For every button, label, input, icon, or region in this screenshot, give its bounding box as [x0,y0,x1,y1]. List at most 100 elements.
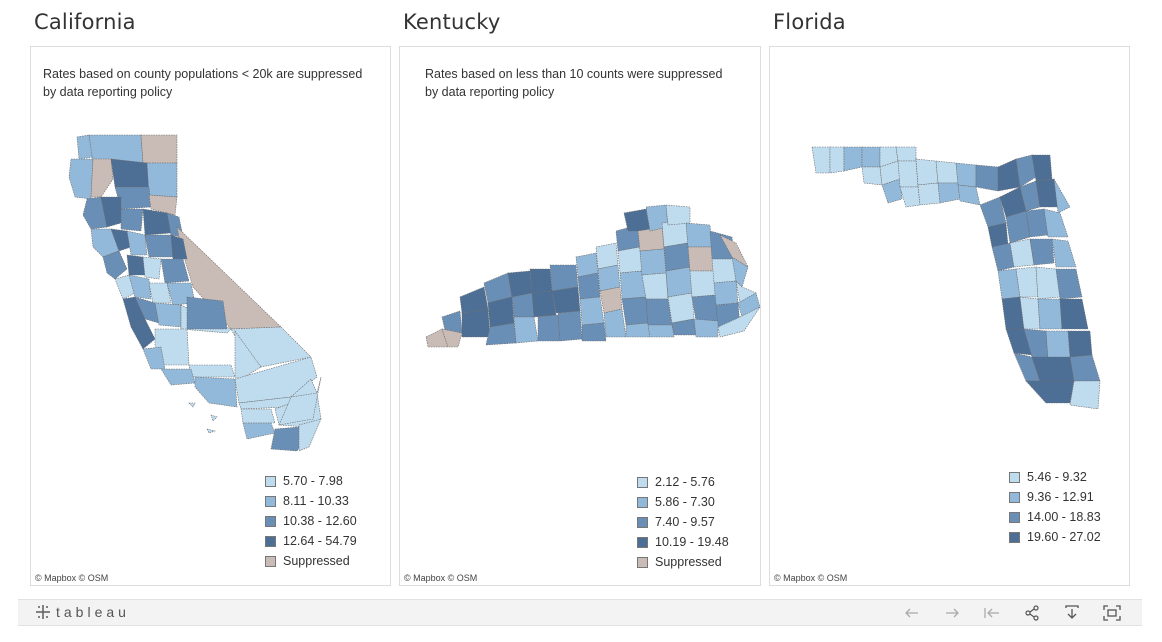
legend-item[interactable]: 10.19 - 19.48 [637,532,729,552]
county [507,270,533,298]
tableau-logo[interactable]: tableau [34,603,130,621]
legend-item[interactable]: Suppressed [265,551,357,571]
legend-item[interactable]: 14.00 - 18.83 [1009,507,1101,527]
county [691,294,719,322]
legend-item[interactable]: 10.38 - 12.60 [265,511,357,531]
county [160,368,196,386]
county [128,274,152,300]
county [126,254,146,276]
legend-item[interactable]: 19.60 - 27.02 [1009,527,1101,547]
county [579,296,605,326]
county [513,316,539,344]
county [242,422,276,440]
county [935,160,959,184]
county [102,250,128,280]
legend-swatch [265,555,276,567]
county [879,160,901,186]
county [621,296,649,326]
legend-swatch [1009,531,1020,543]
county [575,252,599,278]
county [551,286,581,314]
county [577,272,601,300]
legend-item[interactable]: Suppressed [637,552,729,572]
county [1029,238,1055,266]
county [146,162,178,198]
county [623,208,651,232]
tableau-toolbar: tableau [18,599,1142,626]
revert-icon[interactable] [972,602,1012,623]
county [1031,154,1053,182]
island [210,414,218,422]
county [937,182,961,204]
county [140,134,178,164]
county [711,258,737,284]
county [713,280,739,306]
county [110,158,150,188]
island [206,428,217,434]
map-attribution[interactable]: © Mapbox © OSM [774,573,848,583]
legend-item[interactable]: 5.70 - 7.98 [265,471,357,491]
florida-map[interactable] [770,47,1131,417]
share-icon[interactable] [1012,602,1052,623]
legend-swatch [637,556,648,568]
county [811,146,831,174]
county [114,186,152,210]
legend-item[interactable]: 9.36 - 12.91 [1009,487,1101,507]
county [625,322,651,338]
county [537,314,561,342]
county [1059,298,1089,330]
county [1025,208,1049,238]
county [1031,356,1075,382]
county [1045,330,1071,360]
county [917,182,941,206]
county [1025,380,1075,404]
california-map[interactable] [31,47,392,467]
county [531,290,557,318]
county [278,376,322,426]
county [639,248,667,276]
legend-item[interactable]: 5.46 - 9.32 [1009,467,1101,487]
legend-swatch [265,475,276,487]
legend-swatch [637,496,648,508]
legend-item[interactable]: 12.64 - 54.79 [265,531,357,551]
map-attribution[interactable]: © Mapbox © OSM [35,573,109,583]
legend-swatch [1009,471,1020,483]
county [90,228,120,258]
county [955,162,977,188]
map-attribution[interactable]: © Mapbox © OSM [404,573,478,583]
county [142,346,166,370]
download-icon[interactable] [1052,602,1092,623]
legend-swatch [637,476,648,488]
county [511,292,535,318]
redo-icon[interactable] [932,602,972,623]
kentucky-title: Kentucky [403,10,501,34]
county [1037,298,1063,330]
legend-item[interactable]: 2.12 - 5.76 [637,472,729,492]
california-legend: 5.70 - 7.98 8.11 - 10.33 10.38 - 12.60 1… [265,471,357,571]
county [148,282,172,304]
fullscreen-icon[interactable] [1092,602,1132,623]
county [597,264,621,292]
legend-item[interactable]: 5.86 - 7.30 [637,492,729,512]
county [647,324,675,338]
county [717,306,761,338]
county [987,222,1009,248]
county [441,328,463,348]
county [1067,330,1093,358]
county [881,178,903,204]
legend-item[interactable]: 8.11 - 10.33 [265,491,357,511]
legend-item[interactable]: 7.40 - 9.57 [637,512,729,532]
undo-icon[interactable] [892,602,932,623]
county [661,220,689,248]
county [915,158,939,186]
county [148,194,178,216]
county [1015,266,1039,298]
county [88,134,144,164]
county [142,208,172,236]
county [186,296,228,330]
county [1055,268,1083,300]
county [68,158,94,200]
county [687,246,715,272]
kentucky-map[interactable] [400,47,762,367]
county [120,208,144,232]
